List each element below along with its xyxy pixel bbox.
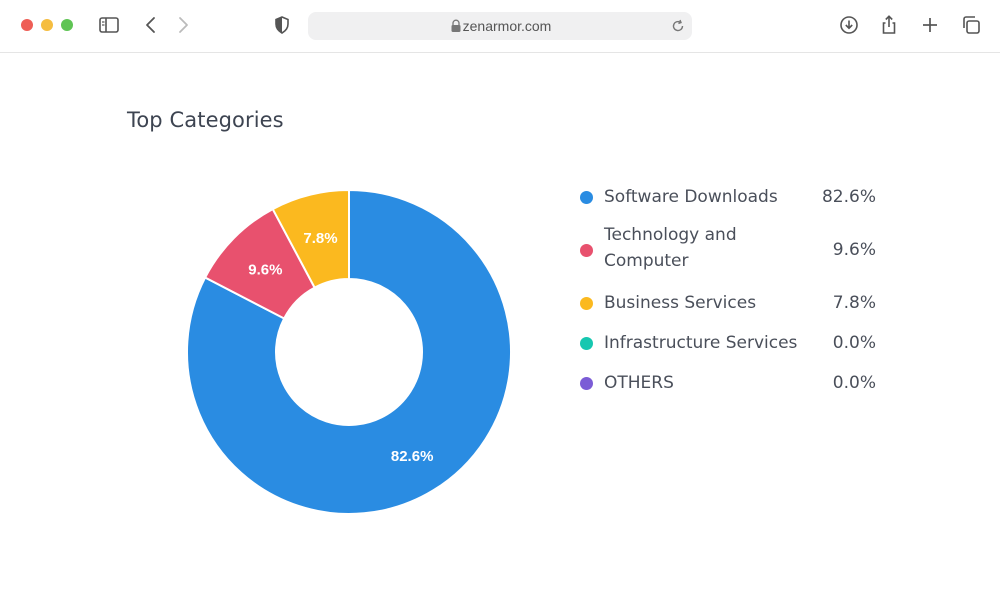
legend-marker (580, 297, 593, 310)
donut-slice-software-downloads[interactable] (186, 188, 512, 515)
reload-icon[interactable] (670, 18, 686, 34)
slice-label: 7.8% (303, 230, 337, 247)
widget-title: Top Categories (127, 108, 284, 132)
legend-label: OTHERS (604, 373, 674, 393)
shield-icon[interactable] (270, 13, 294, 37)
legend-label: Infrastructure Services (604, 333, 798, 353)
slice-label: 82.6% (391, 448, 434, 465)
back-icon[interactable] (139, 13, 163, 37)
legend-marker (580, 244, 593, 257)
legend-label: Software Downloads (604, 187, 778, 207)
forward-icon[interactable] (171, 13, 195, 37)
legend-marker (580, 377, 593, 390)
browser-toolbar: zenarmor.com (0, 0, 1000, 53)
zoom-window-button[interactable] (61, 19, 73, 31)
close-window-button[interactable] (21, 19, 33, 31)
legend-value: 0.0% (832, 333, 876, 353)
address-bar[interactable]: zenarmor.com (308, 12, 692, 40)
slice-label: 9.6% (248, 261, 282, 278)
legend-value: 0.0% (832, 373, 876, 393)
legend-value: 82.6% (821, 187, 876, 207)
new-tab-icon[interactable] (918, 13, 942, 37)
minimize-window-button[interactable] (41, 19, 53, 31)
legend-marker (580, 337, 593, 350)
donut-slice-business-services[interactable] (271, 188, 350, 289)
share-icon[interactable] (877, 13, 901, 37)
donut-chart: 82.6% 9.6% 7.8% (186, 188, 512, 515)
url-text: zenarmor.com (462, 18, 552, 34)
legend-value: 9.6% (832, 240, 876, 260)
lock-icon (451, 19, 461, 32)
legend-value: 7.8% (832, 293, 876, 313)
legend-label: Business Services (604, 293, 757, 313)
tabs-overview-icon[interactable] (959, 13, 983, 37)
legend-label: Technology and Computer (604, 225, 737, 271)
legend-marker (580, 191, 593, 204)
download-icon[interactable] (837, 13, 861, 37)
sidebar-icon[interactable] (97, 13, 121, 37)
